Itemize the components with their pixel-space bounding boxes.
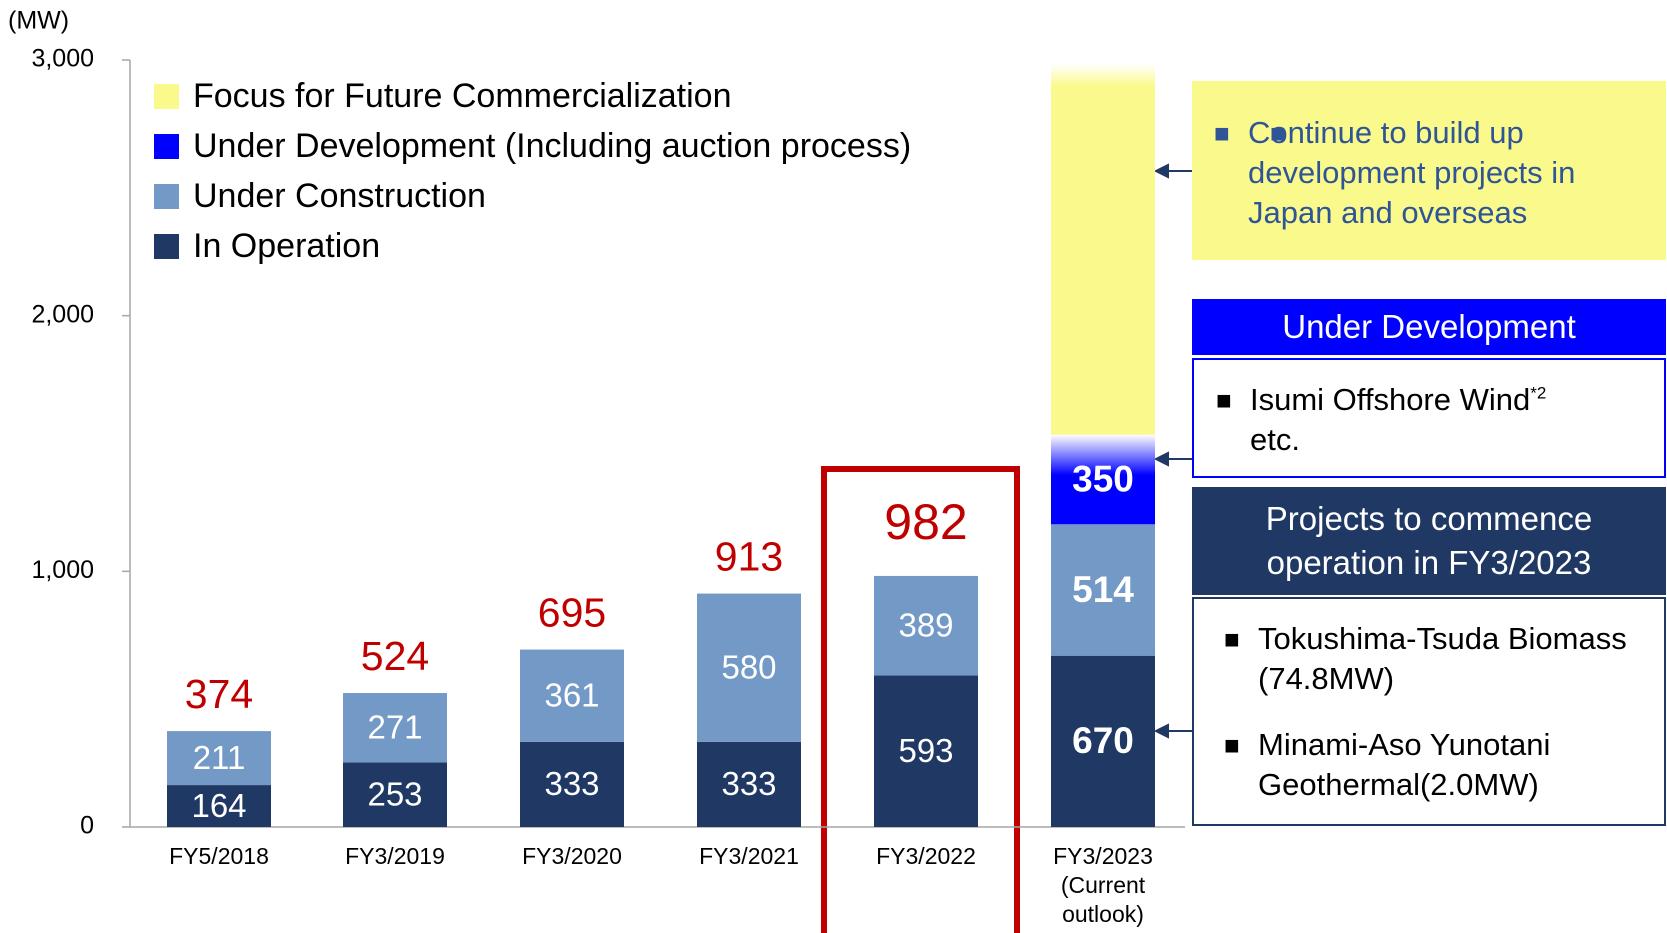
y-tick-label: 0 xyxy=(80,812,94,840)
value-label: 389 xyxy=(898,606,953,643)
value-label: 593 xyxy=(898,732,953,769)
bar-segment xyxy=(697,593,801,742)
highlight-box xyxy=(821,466,1020,933)
total-label: 913 xyxy=(715,533,783,579)
value-label: 164 xyxy=(191,787,246,824)
value-label: 350 xyxy=(1072,458,1134,499)
legend-label: Under Development (Including auction pro… xyxy=(193,127,911,165)
dev-item-text: Isumi Offshore Wind xyxy=(1250,382,1531,417)
legend-swatch xyxy=(154,234,179,259)
bar-segment xyxy=(520,741,624,827)
value-label: 514 xyxy=(1072,569,1134,610)
bar-segment xyxy=(167,785,271,827)
value-label: 361 xyxy=(544,676,599,713)
bar-segment xyxy=(343,693,447,763)
x-tick-label: FY3/2021 xyxy=(699,843,799,869)
y-unit: (MW) xyxy=(8,7,69,35)
bar-segment xyxy=(874,675,978,827)
legend-swatch xyxy=(154,134,179,159)
legend-swatch xyxy=(154,84,179,109)
y-tick-label: 1,000 xyxy=(31,556,94,584)
future-note: Continue to build up development project… xyxy=(1248,115,1576,230)
dev-header: Under Development xyxy=(1192,299,1666,355)
bar-segment xyxy=(1051,524,1155,656)
dev-item-more: etc. xyxy=(1250,422,1300,457)
value-label: 253 xyxy=(367,775,422,812)
bar-segment xyxy=(874,575,978,676)
legend-label: Under Construction xyxy=(193,177,486,215)
legend-swatch xyxy=(154,184,179,209)
total-label: 524 xyxy=(361,633,429,679)
y-tick-label: 3,000 xyxy=(31,45,94,73)
x-tick-label: FY3/2020 xyxy=(522,843,622,869)
future-box: ■Continue to build up development projec… xyxy=(1192,81,1666,260)
bar-segment xyxy=(1051,434,1155,525)
value-label: 580 xyxy=(721,648,776,685)
ops-box: Tokushima-Tsuda Biomass (74.8MW) Minami-A… xyxy=(1192,597,1666,826)
bar-segment xyxy=(343,762,447,827)
value-label: 211 xyxy=(193,739,246,776)
footnote-mark: *2 xyxy=(1530,383,1547,403)
bar-segment xyxy=(697,741,801,827)
bar-segment xyxy=(520,649,624,742)
x-tick-label: FY3/2019 xyxy=(345,843,445,869)
total-label: 982 xyxy=(884,494,967,550)
value-label: 271 xyxy=(367,708,422,745)
bar-segment xyxy=(167,731,271,786)
dev-item: Isumi Offshore Wind*2 etc. xyxy=(1194,380,1664,460)
x-tick-label: FY3/2022 xyxy=(876,843,976,869)
bar-segment xyxy=(1051,655,1155,827)
bar-segment xyxy=(1051,64,1155,435)
x-tick-label: FY5/2018 xyxy=(169,843,269,869)
legend-label: Focus for Future Commercialization xyxy=(193,77,732,115)
value-label: 670 xyxy=(1072,720,1134,761)
arrows xyxy=(1153,163,1192,739)
total-label: 374 xyxy=(185,671,253,717)
future-text: ■Continue to build up development projec… xyxy=(1214,113,1646,233)
x-tick-label: FY3/2023 (Current outlook) xyxy=(1053,843,1153,927)
value-label: 333 xyxy=(544,765,599,802)
y-tick-label: 2,000 xyxy=(31,300,94,328)
legend-label: In Operation xyxy=(193,227,380,265)
ops-header: Projects to commence operation in FY3/20… xyxy=(1192,487,1666,595)
dev-box: Isumi Offshore Wind*2 etc. xyxy=(1192,358,1666,478)
value-label: 333 xyxy=(721,765,776,802)
ops-item: Tokushima-Tsuda Biomass (74.8MW) xyxy=(1202,619,1654,699)
ops-item: Minami-Aso Yunotani Geothermal(2.0MW) xyxy=(1202,725,1654,805)
total-label: 695 xyxy=(538,589,606,635)
